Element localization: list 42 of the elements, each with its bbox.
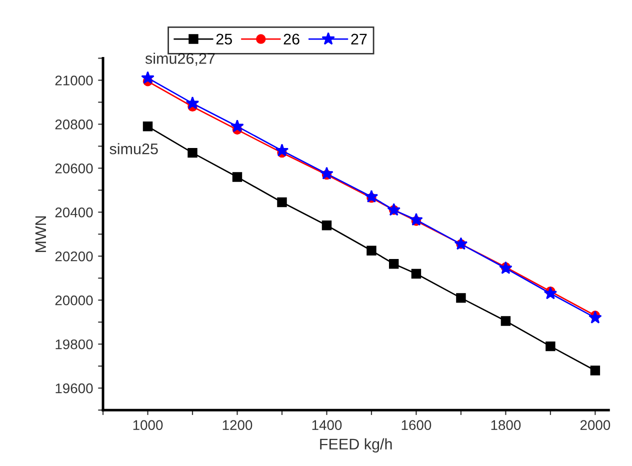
x-tick-label: 1600 — [402, 420, 432, 430]
point — [411, 268, 422, 279]
legend-label: 26 — [284, 34, 300, 45]
x-tick-label: 1000 — [133, 420, 163, 430]
point — [230, 119, 244, 132]
point — [142, 122, 153, 132]
point — [186, 96, 200, 110]
x-axis-title: FEED kg/h — [320, 438, 392, 453]
point — [320, 166, 334, 180]
point — [366, 246, 376, 256]
y-tick-label: 19600 — [56, 383, 93, 394]
point — [275, 144, 289, 156]
y-axis-title: MWN — [35, 216, 46, 252]
y-tick-label: 20800 — [55, 120, 93, 130]
legend-label: 27 — [351, 34, 367, 44]
annotation: simu25 — [110, 143, 158, 154]
x-tick-label: 1400 — [312, 420, 342, 430]
point — [456, 293, 466, 303]
point — [410, 212, 423, 226]
point — [232, 172, 242, 182]
annotation: simu26,27 — [145, 52, 215, 66]
x-tick-label: 2000 — [580, 420, 610, 430]
y-tick-label: 20600 — [55, 164, 93, 174]
point — [588, 310, 602, 324]
y-tick-label: 20000 — [55, 295, 93, 306]
y-tick-label: 20400 — [55, 208, 93, 218]
x-tick-label: 1800 — [491, 420, 521, 430]
point — [590, 366, 600, 376]
point — [322, 220, 332, 230]
y-tick-label: 19800 — [56, 339, 93, 350]
legend-label: 25 — [216, 34, 232, 45]
point — [277, 197, 287, 208]
point — [546, 341, 556, 352]
point — [544, 286, 558, 300]
point — [141, 71, 154, 84]
x-tick-label: 1200 — [222, 420, 252, 430]
y-tick-label: 20200 — [55, 251, 93, 262]
point — [388, 258, 399, 269]
point — [500, 316, 511, 326]
y-tick-label: 21000 — [55, 76, 93, 86]
point — [364, 190, 378, 203]
point — [188, 148, 198, 158]
